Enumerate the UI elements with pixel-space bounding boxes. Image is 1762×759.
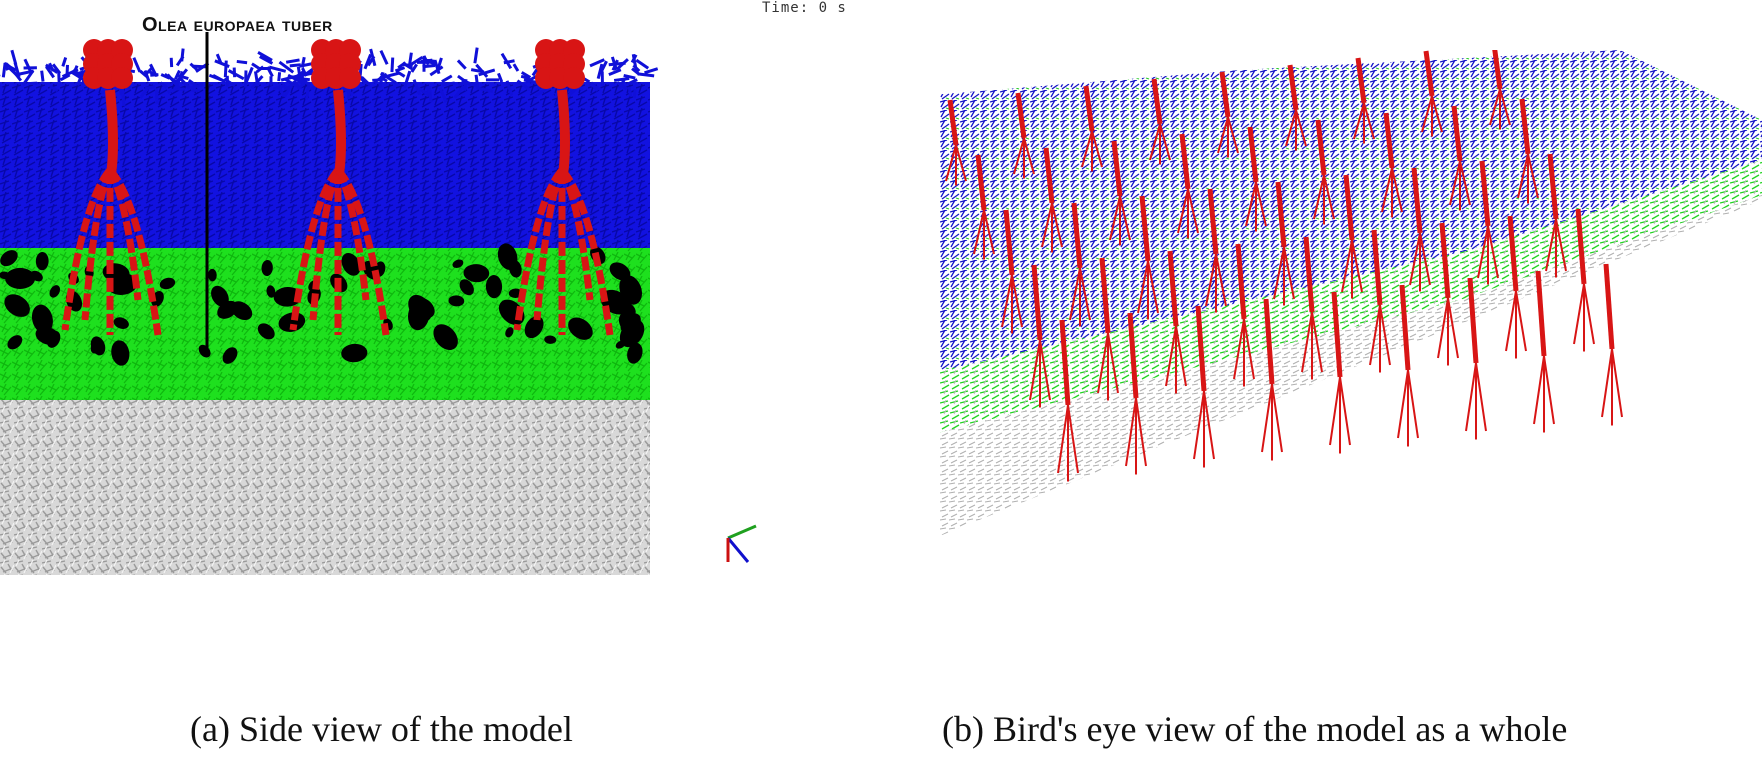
caption-a: (a) Side view of the model	[190, 709, 573, 749]
gray-layer	[0, 395, 650, 575]
green-layer	[0, 240, 650, 400]
side-view-panel: Time: 0 s Olea europaea tuber	[0, 0, 860, 660]
roots	[61, 39, 614, 336]
axis-triad-icon	[726, 524, 757, 563]
tuber-annotation: Olea europaea tuber	[142, 14, 333, 36]
roots-grid	[945, 50, 1623, 482]
caption-b: (b) Bird's eye view of the model as a wh…	[942, 709, 1568, 749]
void-patches	[0, 243, 645, 366]
birds-eye-panel	[940, 50, 1762, 630]
birds-eye-render	[940, 50, 1762, 536]
time-readout: Time: 0 s	[762, 0, 847, 16]
side-view-render	[0, 32, 757, 575]
